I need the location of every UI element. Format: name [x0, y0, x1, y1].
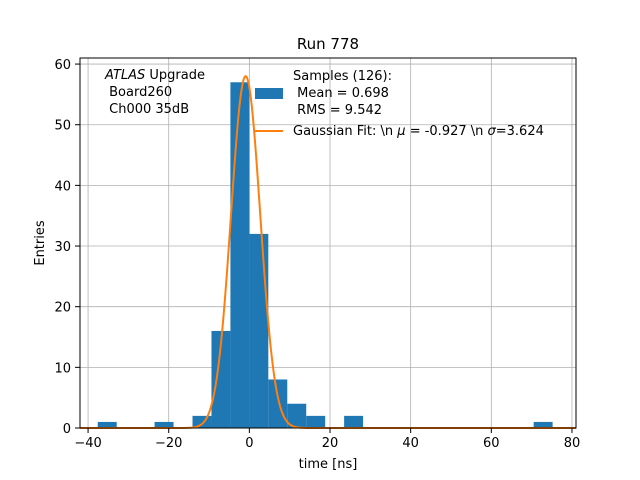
y-tick-label-5: 50	[54, 119, 71, 134]
x-tick-label-5: 60	[483, 436, 500, 451]
histogram-bar-7	[287, 403, 307, 428]
histogram-bar-5	[249, 233, 269, 428]
annotation-italic: ATLAS	[104, 68, 145, 83]
legend-hist-line2: Mean = 0.698	[293, 86, 389, 101]
legend: Samples (126): Mean = 0.698 RMS = 9.542 …	[255, 69, 544, 139]
legend-fit-label: Gaussian Fit: \n μ = -0.927 \n σ=3.624	[293, 124, 544, 139]
x-tick-label-4: 40	[402, 436, 419, 451]
legend-hist-line1: Samples (126):	[293, 69, 392, 84]
legend-hist-swatch	[255, 88, 283, 99]
x-axis-ticks: −40 −20 0 20 40 60 80	[74, 428, 580, 451]
x-tick-label-2: 0	[245, 436, 253, 451]
y-axis-ticks: 0 10 20 30 40 50 60	[54, 58, 80, 437]
chart-title: Run 778	[297, 35, 359, 53]
histogram-bar-10	[533, 421, 553, 428]
histogram-bar-3	[211, 330, 231, 428]
annotation-line1: Upgrade	[145, 68, 205, 83]
y-tick-label-6: 60	[54, 58, 71, 73]
x-tick-label-0: −40	[74, 436, 101, 451]
histogram-bar-8	[306, 415, 326, 428]
histogram-bar-6	[268, 379, 288, 428]
histogram-bar-9	[344, 415, 364, 428]
y-tick-label-4: 40	[54, 179, 71, 194]
x-tick-label-3: 20	[322, 436, 339, 451]
y-tick-label-3: 30	[54, 240, 71, 255]
annotation-line2: Board260	[105, 85, 172, 100]
plot-frame	[79, 57, 577, 429]
y-tick-label-0: 0	[63, 422, 71, 437]
grid-lines	[80, 58, 576, 429]
x-axis-title: time [ns]	[299, 457, 358, 472]
histogram-bar-4	[230, 82, 250, 428]
atlas-annotation: ATLAS Upgrade Board260 Ch000 35dB	[104, 68, 205, 117]
x-tick-label-6: 80	[564, 436, 581, 451]
svg-text:ATLAS Upgrade: ATLAS Upgrade	[104, 68, 205, 83]
y-tick-label-2: 20	[54, 301, 71, 316]
y-axis-title: Entries	[33, 220, 48, 266]
y-tick-label-1: 10	[54, 361, 71, 376]
x-tick-label-1: −20	[155, 436, 182, 451]
histogram-bar-1	[154, 421, 174, 428]
legend-hist-line3: RMS = 9.542	[293, 103, 382, 118]
annotation-line3: Ch000 35dB	[105, 102, 189, 117]
histogram-bar-0	[97, 421, 117, 428]
